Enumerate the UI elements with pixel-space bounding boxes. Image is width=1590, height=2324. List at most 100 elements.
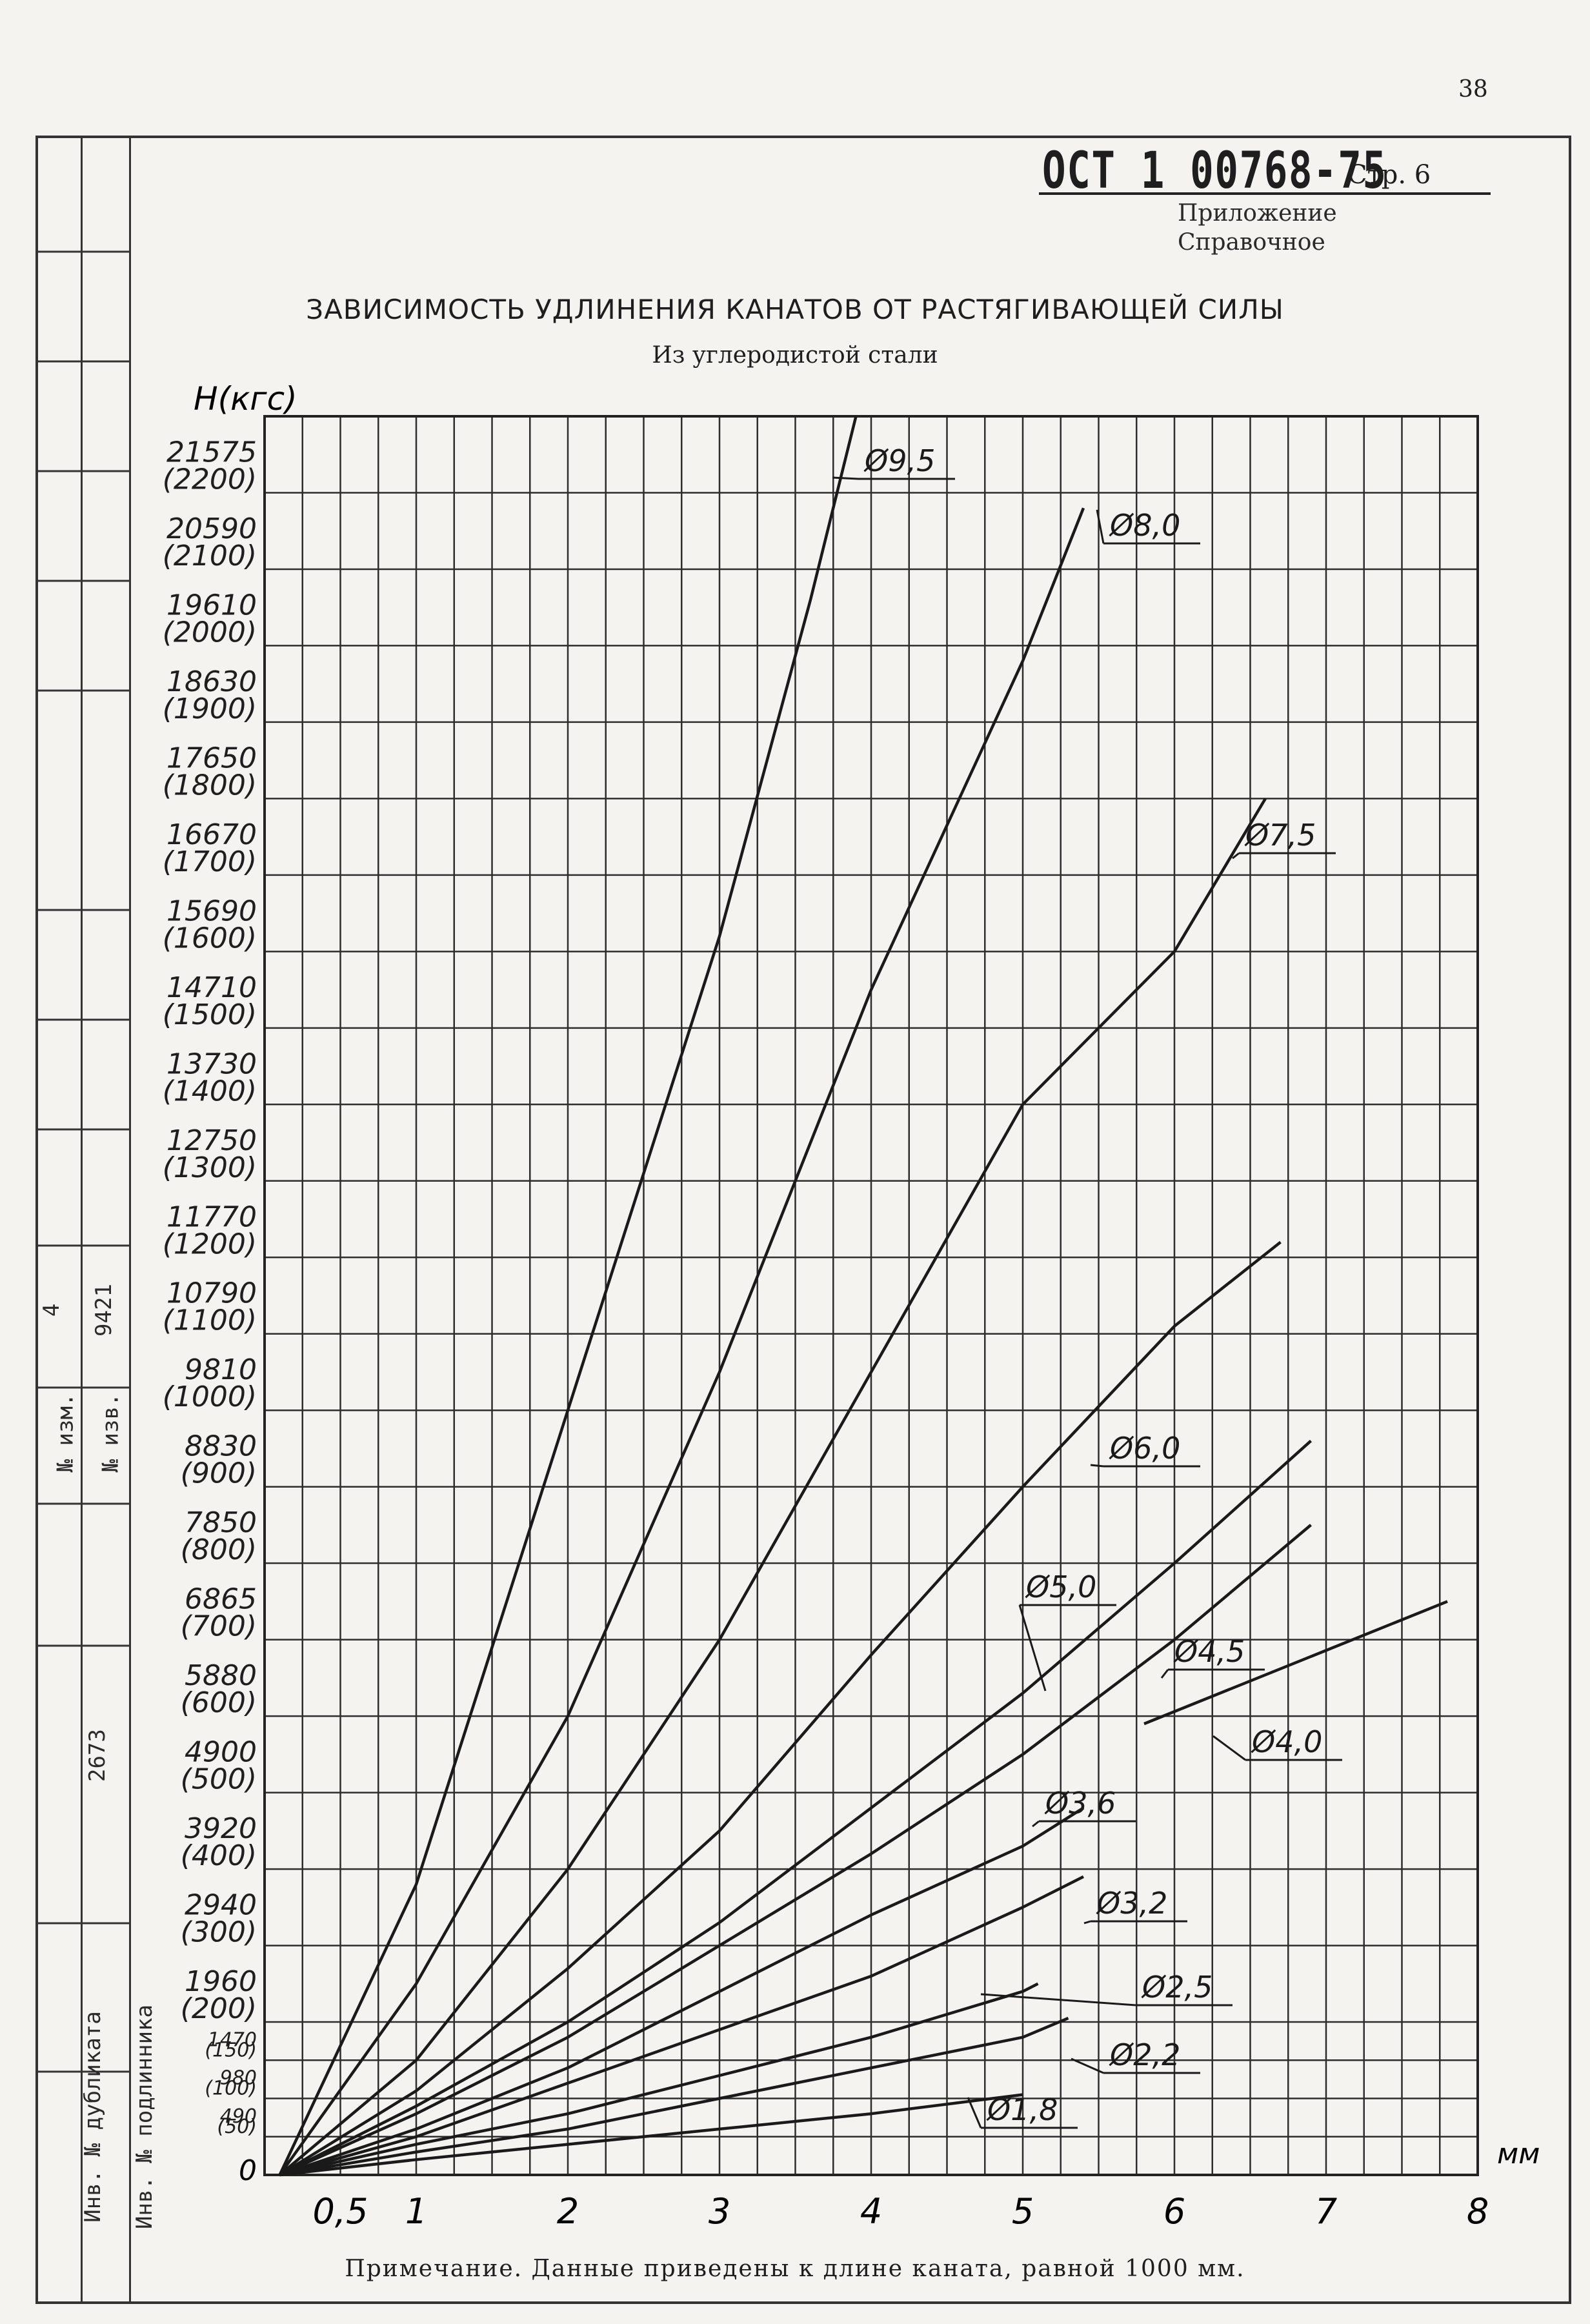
y-tick-label-kgf: (2100)	[163, 540, 257, 572]
y-tick-label-kgf: (1900)	[163, 692, 257, 725]
y-tick-label-kgf: (1600)	[163, 922, 257, 955]
y-tick-label-newton: 490	[220, 2105, 257, 2128]
y-tick-label-kgf: (800)	[181, 1533, 257, 1566]
y-tick-label-kgf: (600)	[181, 1686, 257, 1719]
y-tick-label-newton: 9810	[185, 1353, 257, 1386]
x-axis-label: мм	[1497, 2137, 1540, 2170]
y-tick-label-newton: 8830	[185, 1430, 257, 1463]
y-tick-label-newton: 1470	[208, 2028, 257, 2051]
y-tick-label-newton: 12750	[166, 1124, 257, 1157]
series-line	[1143, 1600, 1448, 1726]
y-tick-label-newton: 11770	[166, 1200, 257, 1233]
series-line	[279, 1982, 1039, 2177]
y-tick-label-kgf: (200)	[181, 1992, 257, 2025]
y-tick-label-kgf: (1400)	[163, 1075, 257, 1107]
side-stamp-table	[35, 136, 132, 2304]
y-tick-label-newton: 15690	[166, 894, 257, 927]
series-line	[279, 2017, 1069, 2177]
y-axis-label: Н(кгс)	[194, 380, 297, 418]
y-tick-label-newton: 16670	[166, 818, 257, 851]
y-tick-label-kgf: (300)	[181, 1916, 257, 1949]
series-label: Ø2,2	[1109, 2037, 1180, 2072]
y-tick-label-kgf: (400)	[181, 1839, 257, 1872]
series-line	[278, 416, 858, 2176]
y-tick-label-newton: 980	[220, 2067, 257, 2090]
y-tick-label-kgf: (1800)	[163, 769, 257, 802]
series-label-leader	[1083, 1920, 1091, 1925]
y-tick-label-newton: 21575	[166, 436, 257, 469]
series-line	[279, 2093, 1023, 2177]
y-tick-label-kgf: (1300)	[163, 1151, 257, 1184]
y-tick-label-newton: 4900	[185, 1736, 257, 1769]
y-tick-label-newton: 5880	[185, 1659, 257, 1692]
doc-number-underline	[1039, 192, 1491, 195]
appendix-label: Приложение	[1178, 200, 1337, 227]
y-tick-label-newton: 10790	[166, 1277, 257, 1310]
y-tick-label-newton: 13730	[166, 1047, 257, 1080]
chart-note: Примечание. Данные приведены к длине кан…	[345, 2256, 1245, 2282]
x-tick-label: 8	[1467, 2191, 1489, 2232]
y-tick-label-newton: 3920	[185, 1812, 257, 1845]
series-label-leader	[1096, 509, 1105, 544]
series-line	[279, 1524, 1312, 2177]
series-label-leader	[980, 1993, 1136, 2006]
series-label: Ø5,0	[1025, 1570, 1096, 1604]
y-tick-label-kgf: (2000)	[163, 616, 257, 649]
series-label-leader	[1090, 1464, 1104, 1468]
x-tick-label: 0,5	[313, 2191, 368, 2232]
series-line	[278, 507, 1085, 2176]
x-tick-label: 7	[1315, 2191, 1337, 2232]
series-label: Ø3,6	[1044, 1786, 1116, 1821]
series-label-leader	[832, 476, 859, 480]
doc-page-label: Стр. 6	[1347, 160, 1431, 190]
y-tick-label-newton: 7850	[185, 1506, 257, 1539]
y-tick-label-kgf: (150)	[205, 2039, 257, 2061]
series-label: Ø8,0	[1109, 508, 1180, 543]
x-tick-label: 1	[405, 2191, 427, 2232]
series-label: Ø2,5	[1141, 1970, 1213, 2005]
y-tick-label-kgf: (1200)	[163, 1228, 257, 1260]
x-tick-label: 5	[1012, 2191, 1034, 2232]
x-tick-label: 2	[557, 2191, 579, 2232]
y-tick-label-kgf: (2200)	[163, 463, 257, 496]
series-line	[279, 1806, 1085, 2177]
y-tick-label-kgf: (700)	[181, 1610, 257, 1643]
side-stamp-grid	[35, 250, 129, 2073]
series-label: Ø9,5	[863, 443, 935, 478]
y-tick-label-newton: 18630	[166, 665, 257, 698]
series-label: Ø4,0	[1251, 1724, 1322, 1759]
series-line	[279, 798, 1267, 2176]
y-tick-label-newton: 2940	[185, 1889, 257, 1922]
series-label: Ø7,5	[1244, 818, 1316, 853]
y-tick-label-newton: 6865	[185, 1583, 257, 1616]
series-label: Ø3,2	[1096, 1886, 1167, 1921]
y-tick-label-newton: 14710	[166, 971, 257, 1004]
series-label: Ø4,5	[1173, 1634, 1245, 1669]
series-label-leader	[1232, 852, 1240, 860]
series-label-leader	[1160, 1669, 1169, 1679]
x-tick-label: 3	[709, 2191, 730, 2232]
y-tick-label-kgf: (500)	[181, 1763, 257, 1796]
plot-frame	[263, 415, 1479, 2176]
x-tick-label: 4	[860, 2191, 882, 2232]
y-tick-label-kgf: (100)	[205, 2077, 257, 2100]
doc-number: ОСТ 1 00768-75	[1042, 142, 1387, 200]
side-col-2	[81, 136, 131, 2304]
series-label-leader	[967, 2097, 982, 2128]
series-line	[279, 1240, 1282, 2176]
y-tick-label-kgf: (1000)	[163, 1380, 257, 1413]
y-tick-label-newton: 19610	[166, 589, 257, 621]
y-tick-label-newton: 17650	[166, 742, 257, 774]
chart-subtitle: Из углеродистой стали	[652, 342, 938, 369]
y-tick-label-kgf: (50)	[217, 2116, 257, 2138]
y-tick-label-newton: 1960	[185, 1965, 257, 1998]
series-label-leader	[1213, 1735, 1246, 1761]
series-line	[279, 1439, 1313, 2177]
y-tick-label-newton: 20590	[166, 512, 257, 545]
y-tick-label-kgf: (900)	[181, 1457, 257, 1490]
series-label: Ø1,8	[986, 2092, 1058, 2127]
series-label-leader	[1032, 1820, 1040, 1828]
appendix-type: Справочное	[1178, 229, 1325, 256]
sheet-frame	[35, 136, 1571, 2304]
